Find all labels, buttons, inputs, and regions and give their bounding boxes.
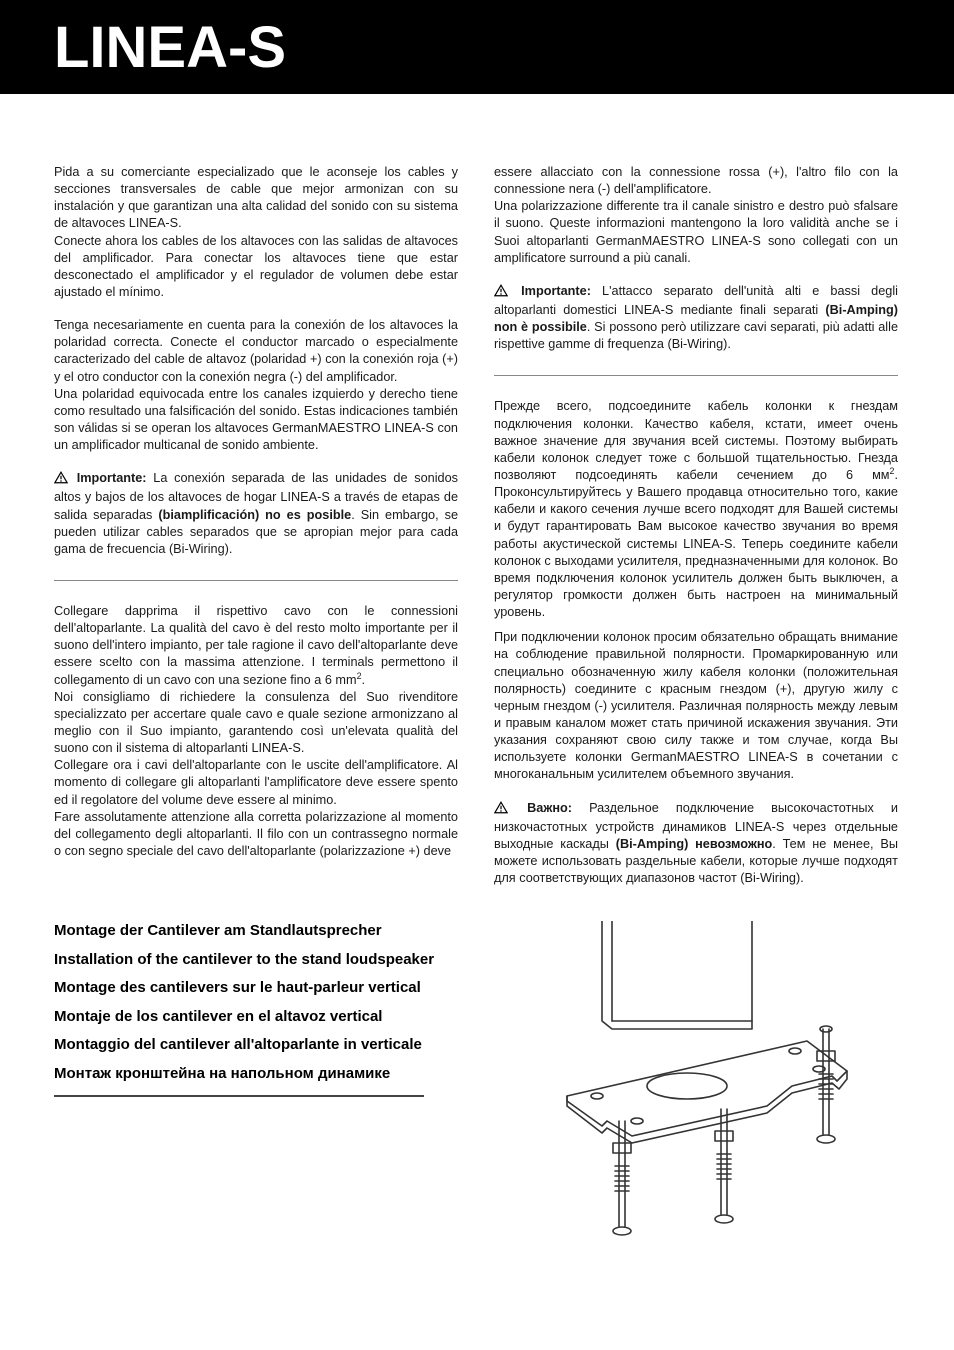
left-column: Pida a su comerciante especializado que … bbox=[54, 164, 458, 887]
it-paragraph-2: Noi consigliamo di richiedere la consule… bbox=[54, 689, 458, 758]
header-bar: LINEA-S bbox=[0, 0, 954, 94]
ru-p1-text-b: . Проконсультируйтесь у Вашего продавца … bbox=[494, 468, 898, 619]
it-paragraph-3: Collegare ora i cavi dell'altoparlante c… bbox=[54, 757, 458, 808]
it-paragraph-5: essere allacciato con la connessione ros… bbox=[494, 164, 898, 198]
ru-important-bold: (Bi-Amping) невозможно bbox=[616, 837, 773, 851]
ru-paragraph-2: При подключении колонок просим обязатель… bbox=[494, 629, 898, 783]
install-heading-es: Montaje de los cantilever en el altavoz … bbox=[54, 1007, 444, 1027]
installation-headings: Montage der Cantilever am Standlautsprec… bbox=[54, 921, 444, 1251]
installation-divider bbox=[54, 1095, 424, 1097]
section-divider bbox=[494, 375, 898, 376]
install-heading-it: Montaggio del cantilever all'altoparlant… bbox=[54, 1035, 444, 1055]
it-important-label: Importante: bbox=[521, 284, 591, 298]
body-columns: Pida a su comerciante especializado que … bbox=[0, 94, 954, 887]
ru-p1-text-a: Прежде всего, подсоедините кабель колонк… bbox=[494, 399, 898, 482]
warning-triangle-icon bbox=[54, 471, 68, 489]
es-important-note: Importante: La conexión separada de las … bbox=[54, 470, 458, 558]
it-paragraph-6: Una polarizzazione differente tra il can… bbox=[494, 198, 898, 267]
es-important-bold: (biamplificación) no es posible bbox=[158, 508, 351, 522]
es-paragraph-1: Pida a su comerciante especializado que … bbox=[54, 164, 458, 233]
ru-paragraph-1: Прежде всего, подсоедините кабель колонк… bbox=[494, 398, 898, 621]
it-paragraph-1: Collegare dapprima il rispettivo cavo co… bbox=[54, 603, 458, 689]
cantilever-diagram bbox=[474, 921, 900, 1251]
it-p1-text-b: . bbox=[362, 673, 366, 687]
es-important-label: Importante: bbox=[77, 471, 147, 485]
es-paragraph-4: Una polaridad equivocada entre los canal… bbox=[54, 386, 458, 455]
it-paragraph-4: Fare assolutamente attenzione alla corre… bbox=[54, 809, 458, 860]
install-heading-en: Installation of the cantilever to the st… bbox=[54, 950, 444, 970]
install-heading-fr: Montage des cantilevers sur le haut-parl… bbox=[54, 978, 444, 998]
es-paragraph-2: Conecte ahora los cables de los altavoce… bbox=[54, 233, 458, 302]
es-paragraph-3: Tenga necesariamente en cuenta para la c… bbox=[54, 317, 458, 386]
cantilever-illustration-icon bbox=[507, 921, 867, 1251]
page-title: LINEA-S bbox=[54, 14, 286, 81]
it-important-note: Importante: L'attacco separato dell'unit… bbox=[494, 283, 898, 354]
install-heading-ru: Монтаж кронштейна на напольном динамике bbox=[54, 1064, 444, 1084]
installation-section: Montage der Cantilever am Standlautsprec… bbox=[0, 887, 954, 1251]
ru-important-note: Важно: Раздельное подключение высокочаст… bbox=[494, 800, 898, 888]
right-column: essere allacciato con la connessione ros… bbox=[494, 164, 898, 887]
ru-important-label: Важно: bbox=[527, 801, 572, 815]
warning-triangle-icon bbox=[494, 284, 508, 302]
it-p1-text-a: Collegare dapprima il rispettivo cavo co… bbox=[54, 604, 458, 687]
install-heading-de: Montage der Cantilever am Standlautsprec… bbox=[54, 921, 444, 941]
warning-triangle-icon bbox=[494, 801, 508, 819]
section-divider bbox=[54, 580, 458, 581]
